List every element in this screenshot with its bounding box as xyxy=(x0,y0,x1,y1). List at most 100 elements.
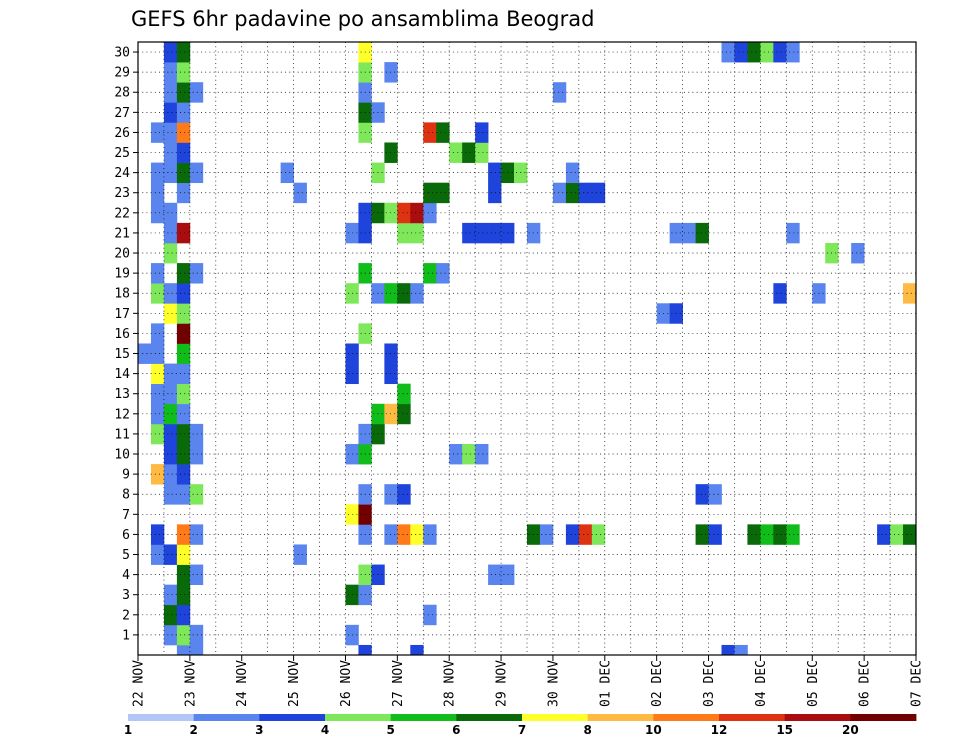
precip-cell xyxy=(397,403,411,425)
precip-cell xyxy=(384,142,398,163)
precip-cell xyxy=(150,323,165,344)
colorbar-label: 3 xyxy=(255,723,263,737)
precip-cell xyxy=(384,202,398,224)
y-axis: 1234567891011121314151617181920212223242… xyxy=(114,46,138,643)
precip-cell xyxy=(163,303,178,324)
x-tick-label: 01 DEC xyxy=(598,660,613,707)
y-tick-label: 13 xyxy=(114,387,130,402)
precip-cell xyxy=(462,443,476,465)
colorbar-label: 2 xyxy=(189,723,197,737)
precip-cell xyxy=(475,142,489,163)
x-tick-label: 22 NOV xyxy=(132,660,147,707)
precip-cell xyxy=(358,644,372,656)
y-tick-label: 7 xyxy=(122,508,130,523)
precip-cell xyxy=(786,42,800,63)
precip-cell xyxy=(163,82,178,103)
precip-cell xyxy=(436,263,450,284)
precip-cell xyxy=(163,544,178,565)
y-tick-label: 9 xyxy=(122,468,130,483)
precip-cell xyxy=(176,102,191,123)
precip-cell xyxy=(436,182,450,204)
precip-cell xyxy=(475,122,489,143)
precip-cell xyxy=(176,423,191,445)
y-tick-label: 21 xyxy=(114,226,130,241)
precip-cell xyxy=(163,242,178,264)
precip-cell xyxy=(163,584,178,606)
precip-cell xyxy=(280,162,294,184)
precip-cell xyxy=(163,604,178,626)
precip-cell xyxy=(475,443,489,465)
precip-cell xyxy=(293,182,307,204)
y-tick-label: 22 xyxy=(114,206,130,221)
precip-cell xyxy=(423,524,437,545)
y-tick-label: 14 xyxy=(114,367,130,382)
precip-cell xyxy=(747,524,761,545)
precip-cell xyxy=(176,62,191,83)
x-tick-label: 25 NOV xyxy=(287,660,302,707)
x-tick-label: 27 NOV xyxy=(391,660,406,707)
y-tick-label: 25 xyxy=(114,146,130,161)
precip-cell xyxy=(176,263,191,284)
precip-cell xyxy=(345,504,359,525)
precip-cell xyxy=(488,222,502,244)
colorbar-label: 20 xyxy=(842,723,859,737)
y-tick-label: 2 xyxy=(122,608,130,623)
precip-cell xyxy=(150,524,165,545)
precip-cell xyxy=(345,363,359,385)
precip-cell xyxy=(695,484,709,505)
precip-cell xyxy=(384,484,398,505)
x-axis: 22 NOV 23 NOV 24 NOV 25 NOV 26 NOV 27 NOV 28 N… xyxy=(132,655,925,707)
precip-cell xyxy=(410,644,424,656)
x-tick-label: 30 NOV xyxy=(546,660,561,707)
x-tick-label: 03 DEC xyxy=(702,660,717,707)
precip-cell xyxy=(436,122,450,143)
precip-cell xyxy=(397,383,411,405)
y-tick-label: 1 xyxy=(122,628,130,643)
precip-cell xyxy=(150,383,165,405)
precip-cell xyxy=(138,343,152,364)
x-tick-label: 02 DEC xyxy=(650,660,665,707)
precip-cells xyxy=(138,42,917,656)
precip-cell xyxy=(189,524,204,545)
y-tick-label: 28 xyxy=(114,86,130,101)
colorbar-swatch xyxy=(456,714,523,721)
colorbar-label: 6 xyxy=(452,723,460,737)
precip-cell xyxy=(773,524,787,545)
y-tick-label: 23 xyxy=(114,186,130,201)
precip-cell xyxy=(189,443,204,465)
x-tick-label: 06 DEC xyxy=(858,660,873,707)
x-tick-label: 26 NOV xyxy=(339,660,354,707)
precip-cell xyxy=(565,162,580,184)
precip-cell xyxy=(189,263,204,284)
precip-cell xyxy=(150,423,165,445)
precip-cell xyxy=(176,524,191,545)
precip-cell xyxy=(773,42,787,63)
y-tick-label: 19 xyxy=(114,267,130,282)
y-tick-label: 16 xyxy=(114,327,130,342)
y-tick-label: 3 xyxy=(122,588,130,603)
precip-cell xyxy=(150,162,165,184)
precip-cell xyxy=(747,42,761,63)
precip-cell xyxy=(384,524,398,545)
precip-cell xyxy=(150,182,165,204)
precip-cell xyxy=(552,82,567,103)
y-tick-label: 24 xyxy=(114,166,130,181)
precip-cell xyxy=(163,162,178,184)
precip-cell xyxy=(903,524,917,545)
colorbar-swatch xyxy=(325,714,392,721)
precip-cell xyxy=(345,222,359,244)
precip-cell xyxy=(150,363,165,385)
precip-cell xyxy=(423,263,437,284)
x-tick-label: 05 DEC xyxy=(806,660,821,707)
colorbar-label: 7 xyxy=(518,723,526,737)
precip-cell xyxy=(397,484,411,505)
precip-cell xyxy=(578,524,593,545)
precip-cell xyxy=(890,524,904,545)
precip-cell xyxy=(423,182,437,204)
precip-cell xyxy=(150,122,165,143)
colorbar-swatch xyxy=(850,714,917,721)
colorbar-swatch xyxy=(653,714,720,721)
precip-cell xyxy=(462,142,476,163)
precip-cell xyxy=(734,644,748,656)
precip-cell xyxy=(150,403,165,425)
